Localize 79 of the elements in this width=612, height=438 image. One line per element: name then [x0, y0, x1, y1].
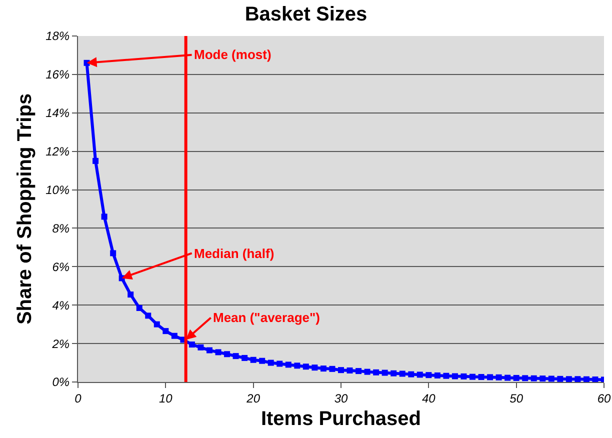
- point: [460, 373, 467, 380]
- point: [470, 374, 476, 380]
- point: [566, 376, 572, 382]
- point: [548, 376, 554, 382]
- x-tick-label: 20: [246, 391, 260, 406]
- point: [250, 356, 256, 363]
- point: [294, 362, 300, 369]
- point: [154, 321, 160, 328]
- point: [592, 376, 598, 382]
- annotation: Mode (most): [194, 47, 272, 62]
- point: [224, 351, 230, 358]
- x-tick-label: 40: [422, 391, 436, 406]
- point: [92, 158, 99, 164]
- point: [128, 292, 134, 298]
- y-tick-label: 18%: [46, 29, 70, 44]
- annotation: Median (half): [194, 246, 274, 261]
- point: [206, 347, 212, 354]
- x-tick-label: 50: [510, 391, 524, 406]
- point: [302, 364, 309, 370]
- point: [356, 368, 362, 374]
- point: [426, 372, 432, 378]
- y-tick-label: 0%: [52, 375, 70, 390]
- point: [110, 250, 116, 256]
- point: [522, 375, 528, 382]
- point: [364, 368, 370, 375]
- point: [504, 374, 511, 381]
- y-tick-label: 10%: [46, 182, 70, 197]
- point: [285, 362, 292, 368]
- y-tick-label: 14%: [46, 106, 70, 120]
- point: [487, 374, 494, 380]
- point: [145, 312, 152, 319]
- point: [171, 332, 178, 339]
- point: [583, 376, 590, 382]
- point: [574, 376, 581, 382]
- x-axis-title: Items Purchased: [260, 408, 422, 430]
- point: [513, 374, 520, 381]
- y-axis-title: Share of Shopping Trips: [14, 93, 36, 325]
- point: [434, 372, 440, 378]
- point: [268, 360, 274, 366]
- point: [416, 372, 423, 378]
- y-tick-label: 16%: [46, 68, 70, 82]
- y-tick-label: 12%: [46, 144, 70, 159]
- x-tick-label: 30: [334, 391, 348, 406]
- point: [136, 304, 142, 311]
- x-tick-label: 60: [597, 391, 611, 406]
- point: [162, 328, 169, 334]
- point: [557, 376, 564, 382]
- y-tick-label: 6%: [52, 260, 70, 274]
- annotation: Mean ("average"): [213, 310, 320, 325]
- chart-title: Basket Sizes: [244, 4, 368, 26]
- point: [188, 342, 195, 348]
- y-tick-label: 4%: [52, 298, 70, 312]
- point: [373, 369, 380, 376]
- y-tick-label: 2%: [51, 336, 70, 351]
- point: [390, 370, 397, 376]
- x-tick-label: 10: [158, 391, 173, 406]
- point: [312, 364, 318, 371]
- x-tick-label: 0: [74, 391, 82, 406]
- y-tick-label: 8%: [52, 221, 70, 236]
- point: [478, 374, 484, 380]
- point: [259, 358, 266, 364]
- point: [198, 344, 204, 350]
- point: [496, 374, 502, 380]
- point: [320, 366, 326, 372]
- point: [540, 376, 546, 382]
- point: [329, 366, 336, 372]
- point: [530, 375, 537, 382]
- point: [276, 360, 283, 367]
- point: [443, 372, 450, 379]
- point: [346, 367, 353, 374]
- point: [382, 370, 388, 376]
- point: [242, 354, 248, 361]
- point: [215, 349, 222, 356]
- point: [399, 370, 406, 377]
- point: [101, 214, 108, 220]
- point: [452, 373, 458, 380]
- point: [338, 367, 344, 374]
- point: [408, 371, 414, 378]
- point: [232, 353, 239, 360]
